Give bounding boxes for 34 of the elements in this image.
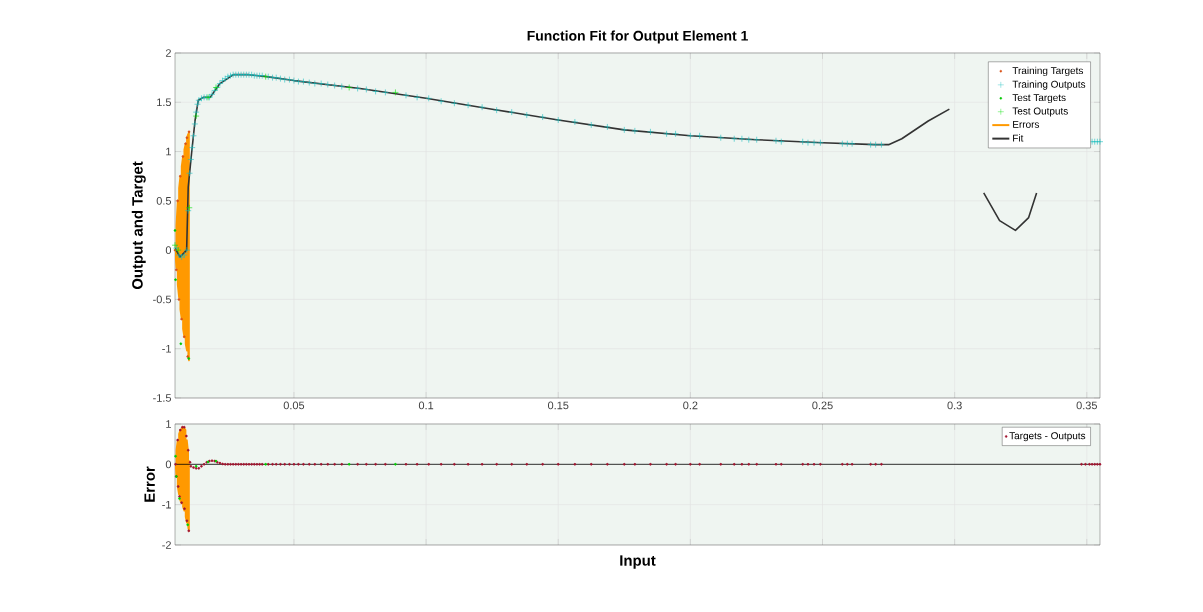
legend-label: Targets - Outputs <box>1009 432 1086 442</box>
y-tick-label: 2 <box>165 49 171 57</box>
x-tick-label: 0.15 <box>547 401 569 410</box>
y-axis-title: Error <box>144 466 155 502</box>
y-tick-label: -1 <box>162 344 171 353</box>
legend-label: Training Outputs <box>1012 80 1086 90</box>
legend-label: Fit <box>1013 134 1024 142</box>
y-tick-label: 0 <box>165 246 172 255</box>
point <box>392 89 399 96</box>
y-tick-label: 1 <box>166 147 171 156</box>
legend-label: Test Targets <box>1012 94 1066 104</box>
x-tick-label: 0.3 <box>947 401 962 410</box>
x-tick-label: 0.2 <box>683 401 698 410</box>
point <box>182 335 186 339</box>
legend-label: Test Outputs <box>1012 107 1068 117</box>
y-axis-title: Output and Target <box>131 161 146 290</box>
y-tick-label: -2 <box>162 541 171 549</box>
x-tick-label: 0.1 <box>418 401 434 410</box>
y-tick-label: 0.5 <box>156 196 172 205</box>
point <box>345 84 353 91</box>
x-tick-label: 0.05 <box>283 401 305 410</box>
legend-label: Errors <box>1013 120 1040 128</box>
x-axis-title: Input <box>620 555 656 569</box>
legend-label: Training Targets <box>1012 66 1083 77</box>
x-tick-label: 0.35 <box>1076 401 1097 410</box>
y-tick-label: 1.5 <box>157 98 172 107</box>
y-tick-label: 1 <box>166 420 171 428</box>
y-tick-label: 0 <box>165 460 172 469</box>
y-tick-label: -1 <box>162 500 171 509</box>
y-tick-label: -1.5 <box>153 394 172 402</box>
chart-title: Function Fit for Output Element 1 <box>527 30 748 44</box>
point <box>192 112 200 120</box>
y-tick-label: -0.5 <box>153 295 172 304</box>
x-tick-label: 0.25 <box>812 401 833 410</box>
